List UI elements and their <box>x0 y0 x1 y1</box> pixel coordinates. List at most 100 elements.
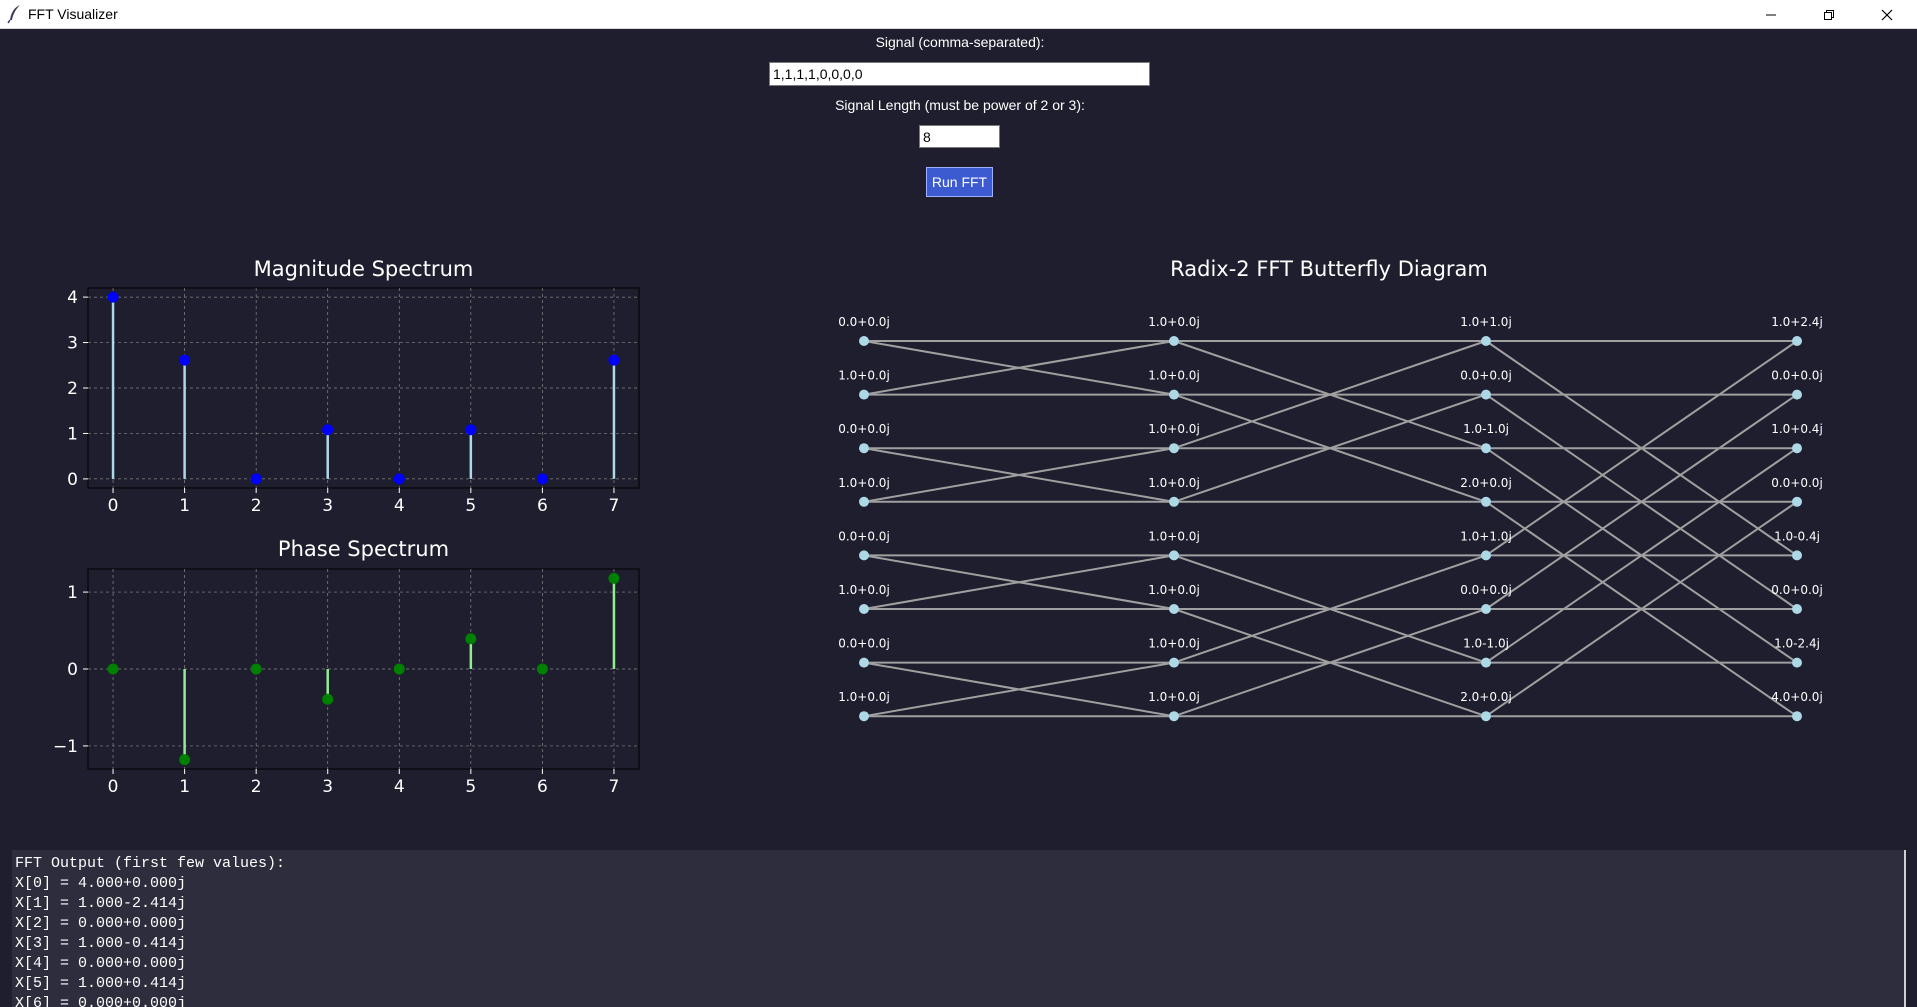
chart-title: Radix-2 FFT Butterfly Diagram <box>1170 257 1488 281</box>
console-line: X[0] = 4.000+0.000j <box>15 875 187 892</box>
stem-marker <box>465 633 477 645</box>
node-value-label: 2.0+0.0j <box>1460 476 1512 490</box>
node-value-label: 4.0+0.0j <box>1771 690 1823 704</box>
butterfly-edge <box>1173 393 1487 503</box>
node-value-label: 0.0+0.0j <box>1460 369 1512 383</box>
console-line: X[4] = 0.000+0.000j <box>15 955 187 972</box>
node-value-label: 1.0-1.0j <box>1463 637 1509 651</box>
butterfly-node <box>1169 657 1179 668</box>
restore-button[interactable] <box>1800 0 1858 29</box>
butterfly-node <box>859 657 869 668</box>
butterfly-edge <box>863 447 1175 503</box>
node-value-label: 0.0+0.0j <box>838 529 890 543</box>
y-tick-label: 2 <box>67 379 78 399</box>
stem-marker <box>536 473 548 485</box>
node-value-label: 0.0+0.0j <box>1771 583 1823 597</box>
console-line: X[1] = 1.000-2.414j <box>15 895 187 912</box>
stem-marker <box>322 424 334 436</box>
x-tick-label: 3 <box>322 777 333 797</box>
stem-marker <box>393 473 405 485</box>
butterfly-node <box>859 496 869 507</box>
y-tick-label: 1 <box>67 424 78 444</box>
butterfly-edge <box>1485 393 1798 610</box>
butterfly-node <box>859 604 869 614</box>
butterfly-node <box>1792 657 1802 668</box>
x-tick-label: 0 <box>108 777 119 797</box>
window-title: FFT Visualizer <box>28 6 118 22</box>
butterfly-node <box>1481 657 1491 668</box>
node-value-label: 1.0+0.0j <box>1148 529 1200 543</box>
node-value-label: 1.0+0.0j <box>838 476 890 490</box>
length-label: Signal Length (must be power of 2 or 3): <box>835 97 1085 113</box>
x-tick-label: 5 <box>465 777 476 797</box>
butterfly-node <box>859 443 869 454</box>
x-tick-label: 5 <box>465 496 476 516</box>
butterfly-node <box>1792 550 1802 561</box>
x-tick-label: 1 <box>179 777 190 797</box>
butterfly-node <box>1169 711 1179 722</box>
y-tick-label: −1 <box>53 737 78 757</box>
x-tick-label: 2 <box>251 496 262 516</box>
butterfly-edge <box>1173 608 1487 718</box>
butterfly-node <box>1792 336 1802 346</box>
butterfly-node <box>859 711 869 722</box>
butterfly-edge <box>1485 500 1798 718</box>
butterfly-node <box>1481 389 1491 400</box>
stem-marker <box>250 663 262 675</box>
butterfly-edge <box>1173 340 1487 450</box>
minimize-icon <box>1766 14 1776 15</box>
y-tick-label: 3 <box>67 334 78 354</box>
console-line: X[2] = 0.000+0.000j <box>15 915 187 932</box>
node-value-label: 1.0+0.0j <box>838 690 890 704</box>
butterfly-edge <box>1485 447 1798 664</box>
stem-marker <box>536 663 548 675</box>
butterfly-node <box>1169 550 1179 561</box>
signal-input[interactable] <box>769 62 1150 86</box>
node-value-label: 1.0+1.0j <box>1460 529 1512 543</box>
fft-output-console[interactable]: FFT Output (first few values): X[0] = 4.0… <box>12 850 1906 1007</box>
y-tick-label: 1 <box>67 583 78 603</box>
node-value-label: 1.0+0.0j <box>1148 637 1200 651</box>
node-value-label: 0.0+0.0j <box>838 637 890 651</box>
node-value-label: 1.0-2.4j <box>1774 637 1820 651</box>
console-line: X[3] = 1.000-0.414j <box>15 935 187 952</box>
x-tick-label: 6 <box>537 496 548 516</box>
minimize-button[interactable] <box>1742 0 1800 29</box>
butterfly-edge <box>863 340 1175 396</box>
chart-title: Phase Spectrum <box>278 537 449 561</box>
node-value-label: 1.0+0.0j <box>838 583 890 597</box>
butterfly-node <box>859 550 869 561</box>
butterfly-edge <box>1173 554 1487 664</box>
node-value-label: 1.0+1.0j <box>1460 315 1512 329</box>
node-value-label: 1.0+0.0j <box>1148 583 1200 597</box>
node-value-label: 1.0+0.0j <box>1148 315 1200 329</box>
length-input[interactable] <box>919 125 1000 148</box>
stem-marker <box>393 663 405 675</box>
node-value-label: 1.0+0.0j <box>1148 690 1200 704</box>
butterfly-node <box>1169 604 1179 614</box>
stem-marker <box>608 572 620 584</box>
node-value-label: 0.0+0.0j <box>838 422 890 436</box>
console-line: X[6] = 0.000+0.000j <box>15 995 187 1007</box>
node-value-label: 0.0+0.0j <box>1460 583 1512 597</box>
x-tick-label: 4 <box>394 496 405 516</box>
y-tick-label: 0 <box>67 660 78 680</box>
node-value-label: 1.0+0.4j <box>1771 422 1823 436</box>
butterfly-node <box>1481 443 1491 454</box>
stem-marker <box>322 693 334 705</box>
stem-marker <box>250 473 262 485</box>
butterfly-node <box>1792 443 1802 454</box>
close-button[interactable] <box>1858 0 1916 29</box>
node-value-label: 1.0-0.4j <box>1774 529 1820 543</box>
restore-icon <box>1824 9 1834 20</box>
x-tick-label: 7 <box>609 496 620 516</box>
stem-marker <box>179 754 191 766</box>
magnitude-chart: Magnitude Spectrum 0 1 2 3 4 5 6 7 0 1 2 3 4 <box>67 257 640 516</box>
stem-marker <box>107 663 119 675</box>
title-bar: FFT Visualizer <box>0 0 1917 29</box>
node-value-label: 0.0+0.0j <box>838 315 890 329</box>
node-value-label: 1.0+0.0j <box>838 369 890 383</box>
signal-label: Signal (comma-separated): <box>875 34 1045 50</box>
run-fft-button[interactable]: Run FFT <box>926 167 993 197</box>
console-line: FFT Output (first few values): <box>15 855 286 872</box>
